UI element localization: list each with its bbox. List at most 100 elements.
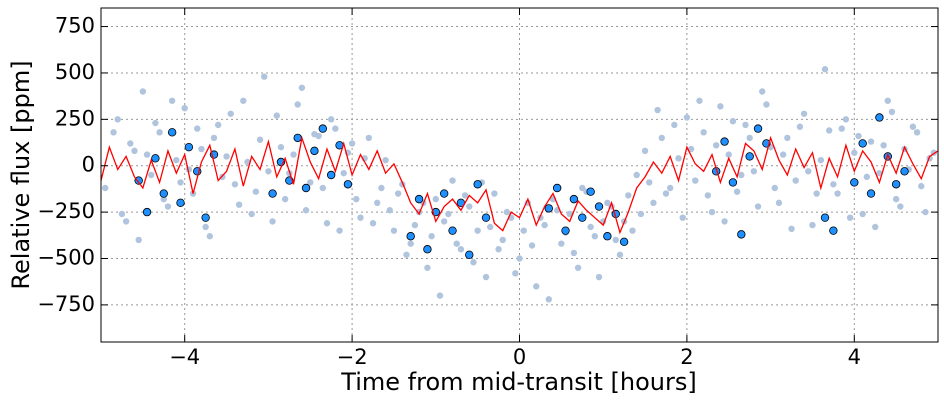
data-point [369,220,377,227]
data-point [293,133,302,143]
data-point [858,139,867,148]
data-point [897,203,904,210]
data-point [365,134,373,142]
data-point [687,145,695,153]
data-point [481,213,491,222]
data-point [473,180,482,189]
data-point [348,140,356,147]
data-point [775,199,783,207]
data-point [466,203,473,210]
data-point [407,240,414,247]
data-point [482,273,490,281]
data-point [586,187,595,196]
data-point [465,250,474,259]
data-point [520,227,527,234]
x-tick-label: 0 [513,345,526,369]
data-point [834,190,841,197]
data-point [378,184,385,192]
data-point [579,184,586,192]
data-point [453,240,460,247]
data-point [880,142,887,149]
data-point [544,204,553,213]
data-point [569,194,579,204]
y-tick-label: 0 [82,153,95,177]
data-point [290,151,297,158]
data-point [922,208,929,216]
data-point [855,132,862,140]
data-point [872,223,879,231]
data-point [619,237,629,246]
data-point [436,292,444,299]
data-point [737,230,746,239]
data-point [700,129,707,136]
data-point [167,128,177,137]
data-point [595,273,603,281]
y-axis-label: Relative flux [ppm] [7,60,35,289]
y-tick-label: 750 [55,14,95,38]
y-tick-label: −750 [37,292,95,316]
data-point [353,195,360,203]
data-point [487,223,494,231]
data-point [892,195,900,203]
data-point [683,114,691,121]
data-point [382,156,389,164]
data-point [235,201,243,208]
data-point [587,223,594,231]
data-point [318,124,328,133]
data-point [503,208,511,216]
data-point [326,170,336,180]
data-point [842,116,850,123]
data-point [327,116,335,123]
data-point [374,199,381,207]
data-point [641,147,649,155]
data-point [261,73,268,80]
data-point [876,169,883,177]
data-point [850,178,859,187]
data-point [846,214,854,221]
data-point [423,245,432,254]
data-point [357,214,364,221]
data-point [428,233,435,240]
data-point [671,121,678,129]
data-point [633,171,640,179]
data-point [603,232,612,241]
y-tick-label: 250 [55,106,95,130]
data-point [578,213,587,222]
x-tick-label: 2 [680,345,693,369]
data-point [139,88,147,95]
data-point [721,218,728,225]
data-point [851,149,858,156]
data-point [830,181,837,188]
data-point [750,168,758,175]
data-point [796,123,804,130]
data-point [779,151,787,158]
data-point [771,184,778,192]
data-point [875,113,884,122]
data-point [728,178,738,187]
data-point [403,251,410,258]
data-point [414,194,424,204]
data-point [164,203,172,210]
data-point [135,236,142,244]
data-point [742,121,749,129]
data-point [788,225,795,233]
data-point [152,119,159,127]
data-point [696,97,703,104]
data-point [269,218,276,225]
data-point [591,233,599,240]
data-point [294,101,301,108]
data-point [704,192,712,199]
data-point [646,179,653,186]
data-point [227,110,234,117]
data-point [909,123,917,130]
data-point [252,188,260,195]
x-tick-label: 4 [848,345,861,369]
data-point [692,177,699,184]
data-point [114,116,121,123]
data-point [168,97,176,104]
data-point [386,207,393,214]
data-point [574,264,582,271]
data-point [867,138,875,145]
data-point [558,240,565,247]
